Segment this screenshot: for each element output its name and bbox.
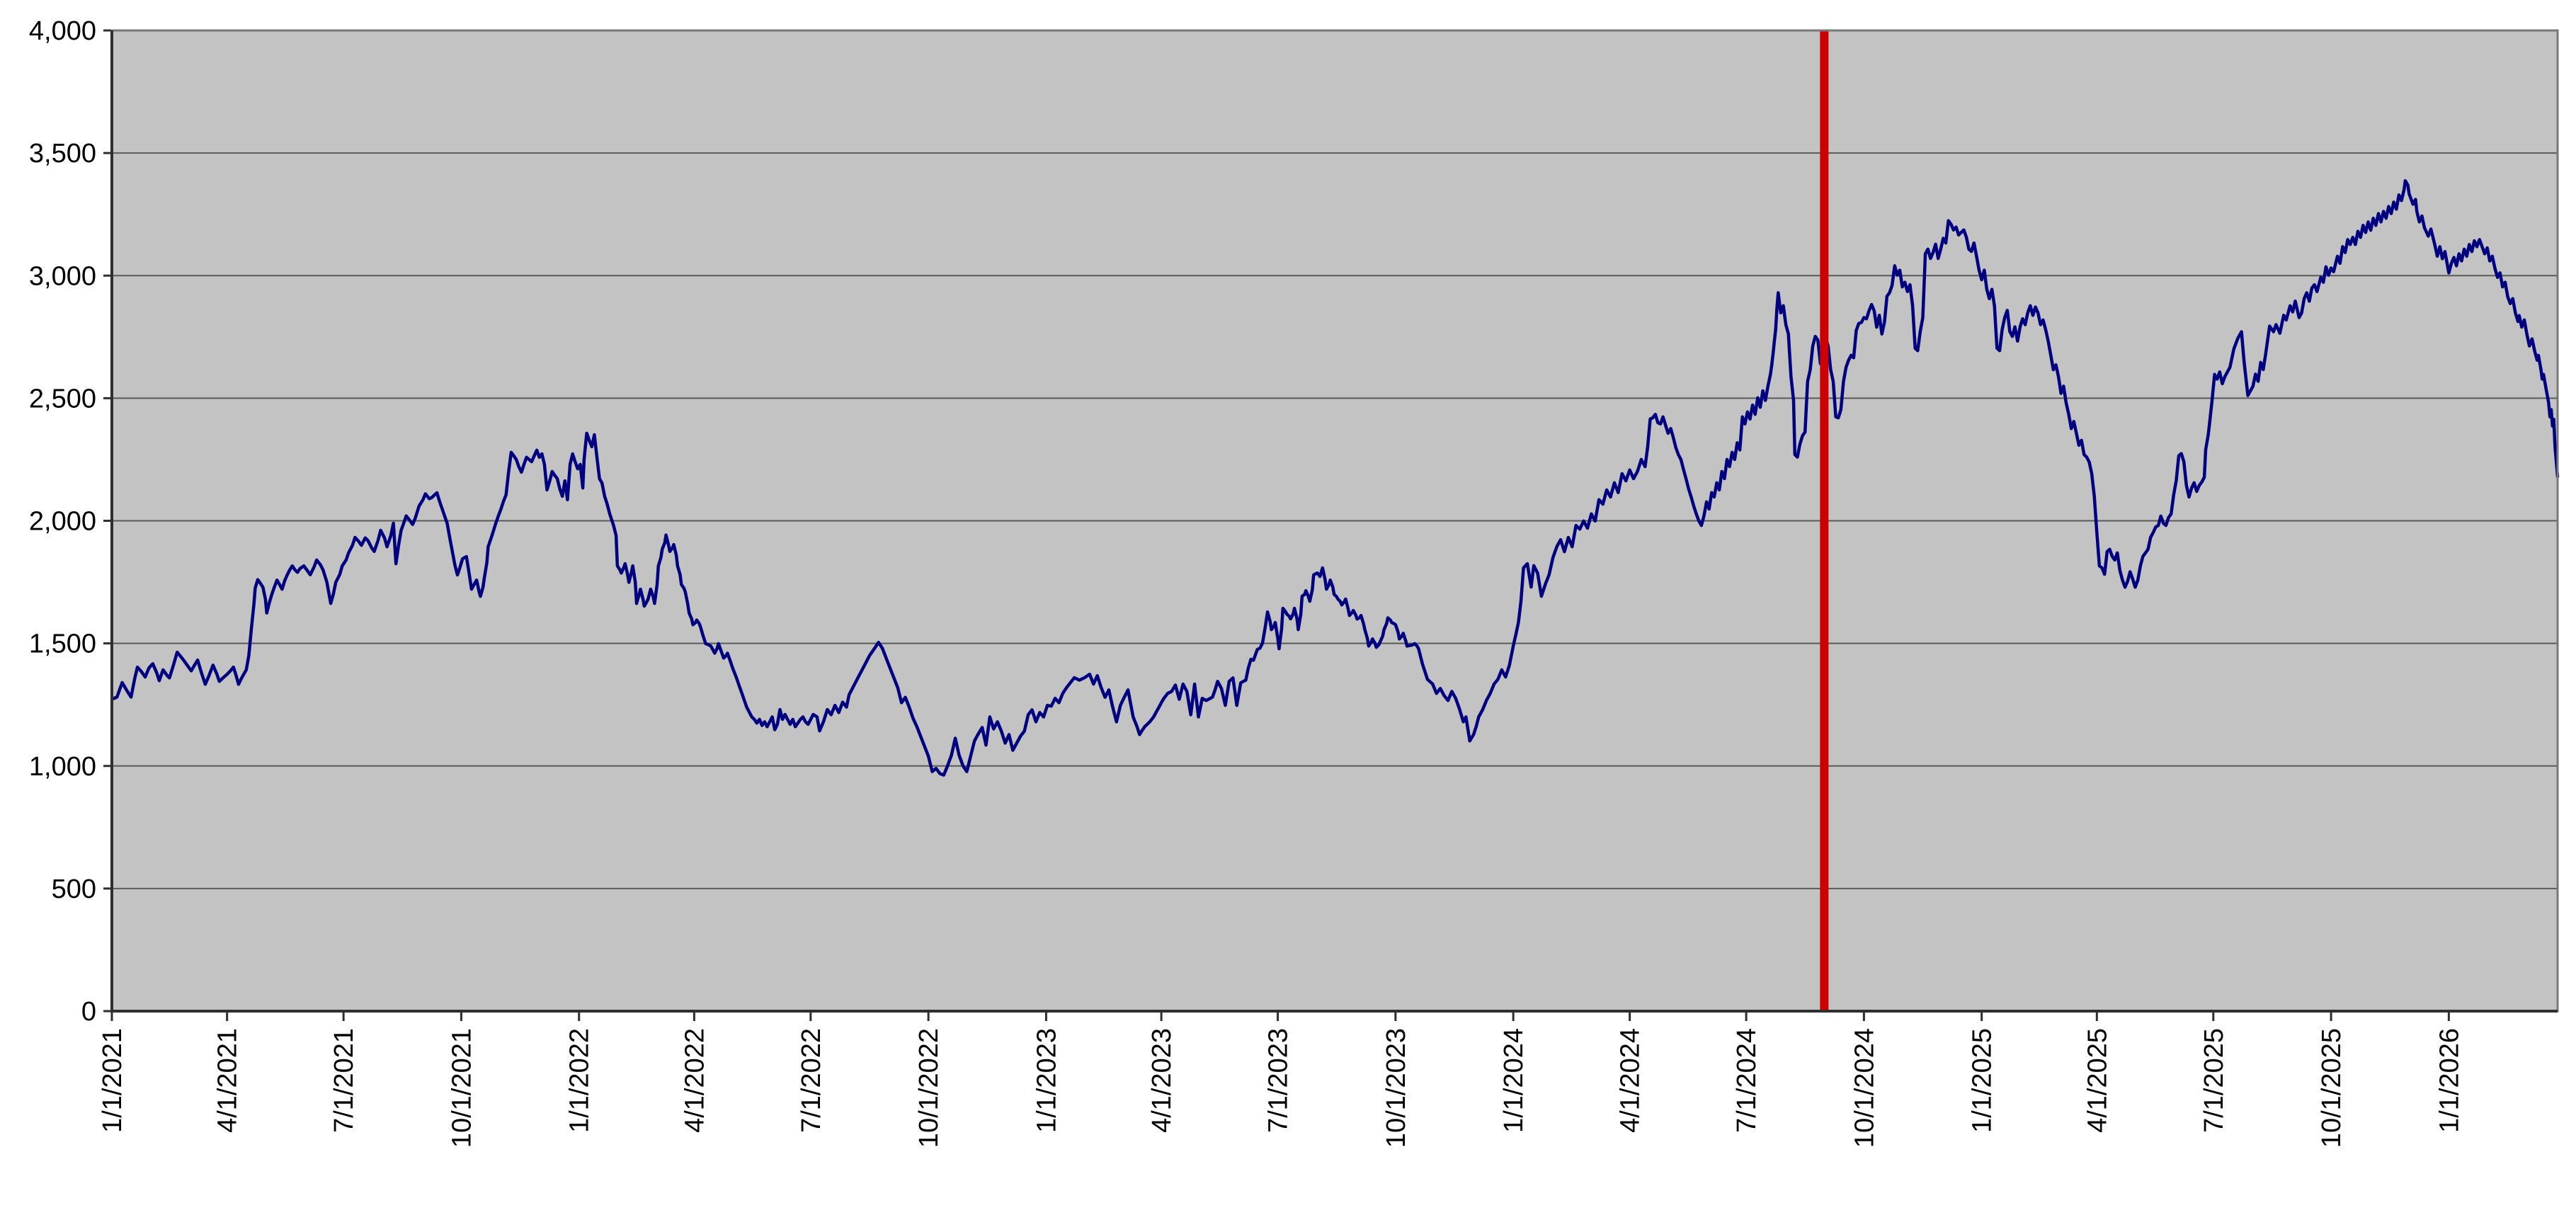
y-axis-label: 3,500 (29, 139, 96, 169)
x-axis-label: 10/1/2024 (1850, 1028, 1879, 1148)
price-series-line (110, 179, 2560, 777)
y-axis-label: 0 (81, 997, 96, 1027)
y-axis-label: 4,000 (29, 16, 96, 46)
x-axis-label: 4/1/2023 (1147, 1028, 1177, 1133)
x-axis-label: 1/1/2023 (1032, 1028, 1061, 1133)
x-axis-label: 1/1/2021 (98, 1028, 127, 1133)
x-axis-label: 1/1/2024 (1499, 1028, 1529, 1133)
x-axis-label: 4/1/2022 (680, 1028, 709, 1133)
x-axis-label: 10/1/2023 (1381, 1028, 1411, 1148)
x-axis-label: 4/1/2024 (1616, 1028, 1646, 1133)
x-axis-label: 7/1/2021 (329, 1028, 359, 1133)
x-axis-label: 1/1/2022 (565, 1028, 595, 1133)
x-axis-label: 1/1/2025 (1968, 1028, 1997, 1133)
y-axis-label: 2,000 (29, 507, 96, 537)
y-axis-label: 3,000 (29, 261, 96, 291)
y-axis-label: 1,500 (29, 629, 96, 659)
x-axis-label: 10/1/2025 (2317, 1028, 2347, 1148)
x-axis-label: 7/1/2022 (797, 1028, 826, 1133)
x-axis-label: 7/1/2023 (1264, 1028, 1294, 1133)
y-axis-label: 500 (52, 874, 96, 904)
x-axis-label: 4/1/2021 (213, 1028, 243, 1133)
x-axis-label: 10/1/2021 (447, 1028, 477, 1148)
y-axis-label: 1,000 (29, 752, 96, 782)
x-axis-label: 7/1/2025 (2199, 1028, 2229, 1133)
x-axis-label: 7/1/2024 (1732, 1028, 1762, 1133)
y-axis-label: 2,500 (29, 384, 96, 414)
x-axis-label: 1/1/2026 (2434, 1028, 2464, 1133)
x-axis-label: 10/1/2022 (914, 1028, 944, 1148)
x-axis-label: 4/1/2025 (2082, 1028, 2112, 1133)
